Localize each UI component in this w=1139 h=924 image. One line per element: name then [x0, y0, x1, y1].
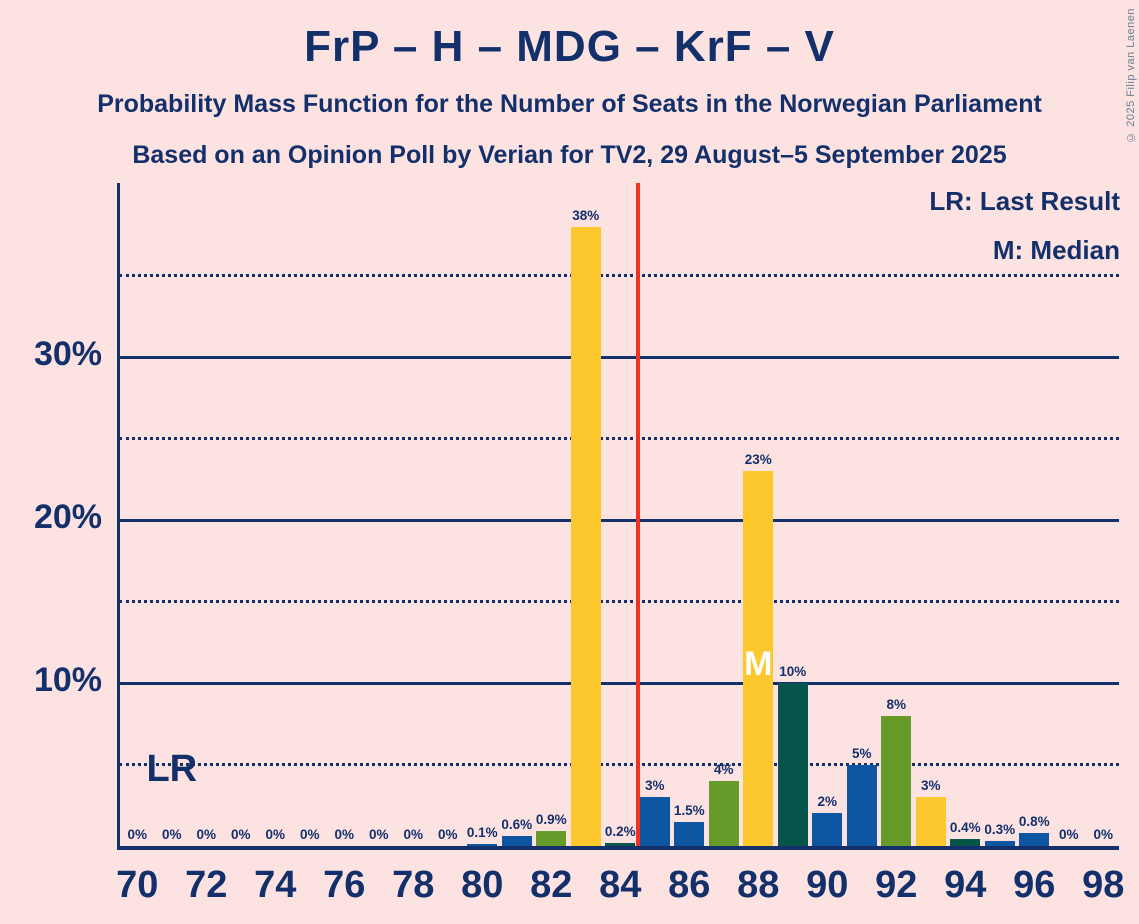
pmf-bar: [950, 839, 981, 846]
majority-line: [635, 183, 640, 846]
pmf-bar: [674, 821, 705, 846]
bar-value-label: 1.5%: [673, 802, 705, 818]
bar-value-label: 0.4%: [949, 820, 981, 836]
pmf-bar: [501, 836, 532, 846]
last-result-marker-label: LR: [146, 748, 198, 790]
poll-details-subtitle: Based on an Opinion Poll by Verian for T…: [132, 141, 1007, 169]
legend-median: M: Median: [992, 235, 1120, 265]
pmf-bar: [743, 471, 774, 846]
y-tick-label: 10%: [33, 661, 102, 699]
gridline-5pct: [119, 763, 1119, 766]
bar-value-label: 10%: [779, 664, 807, 679]
x-tick-label: 76: [323, 864, 366, 906]
median-marker-label: M: [744, 645, 773, 683]
x-tick-label: 86: [668, 864, 711, 906]
chart-subtitle: Probability Mass Function for the Number…: [97, 90, 1042, 118]
bar-value-label: 0.3%: [984, 822, 1016, 838]
bar-value-label: 0.8%: [1018, 813, 1050, 829]
gridline-30pct: [119, 355, 1119, 359]
bar-value-label: 8%: [886, 696, 907, 712]
bar-value-label: 3%: [921, 778, 941, 794]
x-tick-label: 88: [737, 864, 780, 906]
bar-value-label: 0.2%: [604, 823, 636, 839]
gridline-25pct: [119, 437, 1119, 440]
bar-value-label: 0%: [403, 827, 424, 842]
bar-value-label: 0%: [231, 827, 251, 842]
bar-value-label: 0%: [438, 827, 458, 842]
pmf-bar: [605, 842, 636, 846]
pmf-bar: [984, 841, 1015, 846]
copyright-notice: © 2025 Filip van Laenen: [1125, 8, 1137, 143]
x-tick-label: 80: [461, 864, 504, 906]
gridline-15pct: [119, 600, 1119, 603]
legend-last-result: LR: Last Result: [929, 186, 1120, 216]
bar-value-label: 38%: [572, 207, 600, 223]
gridline-20pct: [119, 518, 1119, 522]
bar-value-label: 0%: [369, 827, 389, 842]
bar-value-label: 3%: [645, 778, 665, 794]
pmf-bar: [881, 715, 912, 846]
y-tick-label: 30%: [33, 335, 102, 373]
pmf-bar: [536, 831, 567, 846]
bar-value-label: 0%: [1093, 827, 1114, 842]
bar-value-label: 0%: [196, 827, 217, 842]
page-title: FrP – H – MDG – KrF – V: [304, 22, 835, 71]
pmf-bar: [915, 797, 946, 846]
bar-value-label: 4%: [714, 761, 734, 777]
x-tick-label: 72: [185, 864, 228, 906]
gridline-35pct: [119, 274, 1119, 277]
pmf-bar: [708, 780, 739, 846]
x-tick-label: 94: [944, 864, 987, 906]
pmf-bar: [1019, 832, 1050, 846]
bar-value-label: 0%: [300, 827, 320, 842]
bar-value-label: 0%: [265, 827, 286, 842]
y-axis: [117, 183, 120, 850]
x-tick-label: 74: [254, 864, 297, 906]
x-tick-label: 90: [806, 864, 849, 906]
bar-value-label: 0.6%: [501, 817, 533, 833]
x-tick-label: 92: [875, 864, 918, 906]
bar-value-label: 0%: [162, 827, 182, 842]
pmf-bar: [777, 683, 808, 846]
y-tick-label: 20%: [33, 498, 102, 536]
x-tick-label: 84: [599, 864, 642, 906]
x-tick-label: 70: [116, 864, 159, 906]
pmf-bar: [846, 764, 877, 846]
x-tick-label: 98: [1082, 864, 1125, 906]
bar-value-label: 5%: [852, 745, 872, 761]
pmf-bar: [467, 844, 498, 846]
bar-value-label: 0%: [1059, 827, 1079, 842]
x-tick-label: 96: [1013, 864, 1056, 906]
gridline-10pct: [119, 681, 1119, 685]
bar-value-label: 23%: [744, 452, 772, 468]
bar-value-label: 2%: [817, 794, 838, 810]
x-axis: [117, 846, 1119, 850]
bar-value-label: 0.1%: [466, 825, 498, 841]
x-tick-label: 82: [530, 864, 573, 906]
pmf-bar: [812, 813, 843, 846]
pmf-bar: [639, 797, 670, 846]
x-tick-label: 78: [392, 864, 435, 906]
bar-value-label: 0%: [127, 827, 148, 842]
bar-value-label: 0.9%: [535, 812, 567, 828]
pmf-bar: [570, 226, 601, 846]
bar-value-label: 0%: [334, 827, 355, 842]
